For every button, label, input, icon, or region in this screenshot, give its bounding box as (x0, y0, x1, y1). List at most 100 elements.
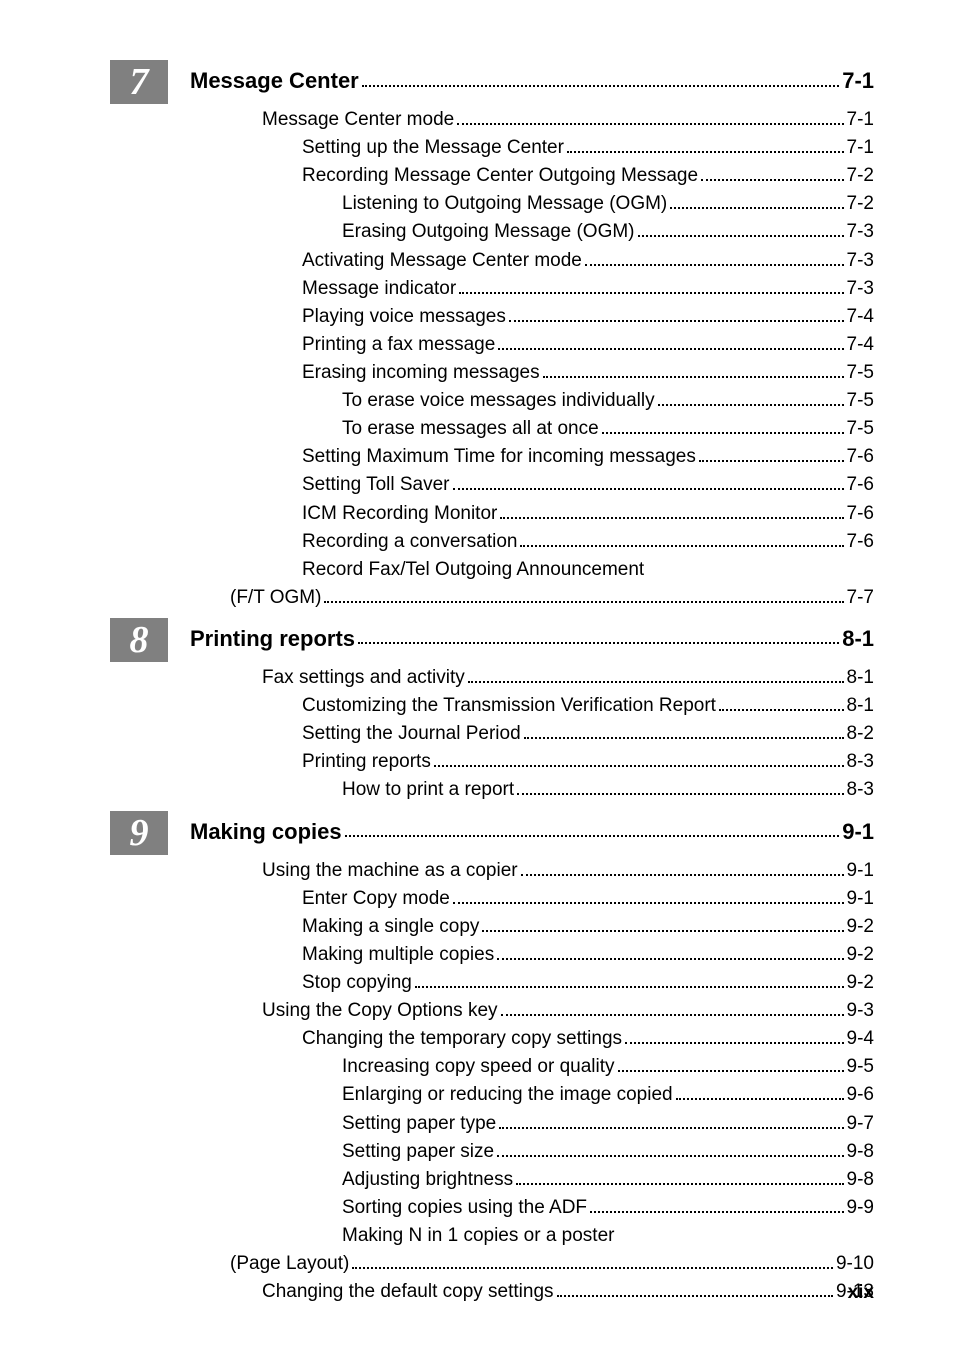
leader-dots (658, 389, 844, 406)
toc-entry-label: How to print a report (342, 776, 514, 804)
toc-entry: Setting paper size9-8 (190, 1138, 874, 1166)
leader-dots (468, 666, 844, 683)
toc-entry-label: (F/T OGM) (230, 584, 321, 612)
toc-entry: Erasing Outgoing Message (OGM)7-3 (190, 218, 874, 246)
toc-page: 7Message Center 7-1Message Center mode7-… (0, 0, 954, 1352)
toc-entry-page: 7-5 (847, 359, 874, 387)
chapter-row: 8Printing reports 8-1 (110, 618, 874, 662)
toc-entry-page: 8-2 (847, 720, 874, 748)
leader-dots (638, 220, 844, 237)
toc-entry-page: 9-9 (847, 1194, 874, 1222)
toc-entry-page: 7-1 (847, 106, 874, 134)
toc-entry: Stop copying9-2 (190, 969, 874, 997)
toc-entry-label: Setting Toll Saver (302, 471, 450, 499)
toc-entry-page: 9-6 (847, 1081, 874, 1109)
toc-entry-label: Fax settings and activity (262, 664, 465, 692)
toc-entry-label: Recording a conversation (302, 528, 517, 556)
chapter-title: Making copies (190, 819, 342, 845)
toc-entry: Recording a conversation7-6 (190, 528, 874, 556)
leader-dots (501, 999, 844, 1016)
toc-entry: Recording Message Center Outgoing Messag… (190, 162, 874, 190)
toc-entry: Adjusting brightness 9-8 (190, 1166, 874, 1194)
toc-entry: Setting Maximum Time for incoming messag… (190, 443, 874, 471)
leader-dots (415, 971, 844, 988)
toc-entry-page: 7-5 (847, 387, 874, 415)
toc-entry-page: 9-8 (847, 1166, 874, 1194)
toc-entry: Customizing the Transmission Verificatio… (190, 692, 874, 720)
toc-entry: Making N in 1 copies or a poster (190, 1222, 874, 1250)
leader-dots (618, 1055, 844, 1072)
toc-entry-page: 9-1 (847, 885, 874, 913)
leader-dots (543, 361, 844, 378)
toc-entry-page: 9-7 (847, 1110, 874, 1138)
toc-entry-page: 7-6 (847, 443, 874, 471)
toc-entry-label: Setting paper type (342, 1110, 496, 1138)
toc-entry: How to print a report 8-3 (190, 776, 874, 804)
toc-entry-label: ICM Recording Monitor (302, 500, 497, 528)
toc-entry-label: Making N in 1 copies or a poster (342, 1222, 614, 1250)
toc-entry-page: 8-3 (847, 776, 874, 804)
toc-entry-page: 9-3 (847, 997, 874, 1025)
leader-dots (567, 136, 844, 153)
toc-entry-label: Printing reports (302, 748, 431, 776)
toc-entry-page: 9-2 (847, 913, 874, 941)
page-number: xix (848, 1282, 874, 1304)
toc-entry: Setting up the Message Center7-1 (190, 134, 874, 162)
toc-entry-label: Activating Message Center mode (302, 247, 582, 275)
leader-dots (497, 943, 843, 960)
chapter-title-row: Message Center 7-1 (168, 60, 874, 94)
leader-dots (324, 586, 843, 603)
leader-dots (498, 333, 843, 350)
leader-dots (701, 164, 843, 181)
toc-entry: ICM Recording Monitor 7-6 (190, 500, 874, 528)
leader-dots (520, 530, 843, 547)
leader-dots (434, 750, 844, 767)
leader-dots (585, 248, 844, 265)
toc-entry-label: Adjusting brightness (342, 1166, 513, 1194)
toc-entry-page: 7-7 (847, 584, 874, 612)
leader-dots (482, 915, 843, 932)
toc-entry: Enter Copy mode9-1 (190, 885, 874, 913)
toc-entry-page: 7-6 (847, 500, 874, 528)
chapter-badge: 7 (110, 60, 168, 104)
toc-entry: Fax settings and activity8-1 (190, 664, 874, 692)
leader-dots (497, 1140, 843, 1157)
chapter-title: Printing reports (190, 626, 355, 652)
toc-entry-page: 9-2 (847, 969, 874, 997)
leader-dots (625, 1027, 844, 1044)
toc-entry: Sorting copies using the ADF 9-9 (190, 1194, 874, 1222)
toc-entry-label: Erasing Outgoing Message (OGM) (342, 218, 635, 246)
leader-dots (602, 417, 844, 434)
leader-dots (524, 722, 844, 739)
toc-entry-page: 7-3 (847, 275, 874, 303)
leader-dots (352, 1252, 833, 1269)
toc-entry-label: Changing the default copy settings (262, 1278, 554, 1306)
toc-entry-label: Making a single copy (302, 913, 479, 941)
toc-entry-page: 7-4 (847, 331, 874, 359)
toc-entry: Setting paper type 9-7 (190, 1110, 874, 1138)
toc-entry: To erase voice messages individually7-5 (190, 387, 874, 415)
chapter-row: 7Message Center 7-1 (110, 60, 874, 104)
toc-entry: Changing the temporary copy settings9-4 (190, 1025, 874, 1053)
toc-entry-label: Listening to Outgoing Message (OGM) (342, 190, 667, 218)
leader-dots (453, 887, 844, 904)
leader-dots (509, 305, 844, 322)
toc-entry-label: Setting Maximum Time for incoming messag… (302, 443, 696, 471)
toc-entry-page: 9-2 (847, 941, 874, 969)
toc-entry: Making a single copy 9-2 (190, 913, 874, 941)
toc-entry-label: Making multiple copies (302, 941, 494, 969)
toc-entry: Record Fax/Tel Outgoing Announcement (190, 556, 874, 584)
chapter-title: Message Center (190, 68, 359, 94)
leader-dots (699, 445, 844, 462)
toc-entry: Using the Copy Options key9-3 (190, 997, 874, 1025)
toc-entry: Increasing copy speed or quality9-5 (190, 1053, 874, 1081)
toc-entry: Making multiple copies 9-2 (190, 941, 874, 969)
toc-entry: Printing reports 8-3 (190, 748, 874, 776)
chapter-badge: 8 (110, 618, 168, 662)
toc-entry-page: 8-3 (847, 748, 874, 776)
toc-entry-label: Sorting copies using the ADF (342, 1194, 587, 1222)
toc-entry: To erase messages all at once7-5 (190, 415, 874, 443)
toc-entry-label: Customizing the Transmission Verificatio… (302, 692, 716, 720)
toc-entry-label: Setting paper size (342, 1138, 494, 1166)
toc-entry-label: Setting up the Message Center (302, 134, 564, 162)
